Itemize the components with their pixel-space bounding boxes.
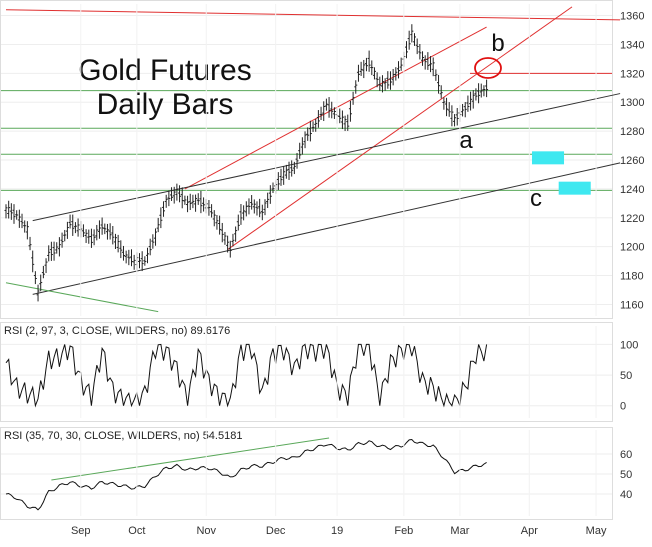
chart-title: Gold Futures — [78, 54, 251, 87]
price-y-tick-label: 1300 — [620, 97, 644, 109]
target-box — [558, 181, 591, 195]
rsi2-line — [5, 343, 488, 408]
rsi2-panel-frame — [0, 322, 613, 422]
rsi2-title: RSI (2, 97, 3, CLOSE, WILDERS, no) 89.61… — [4, 325, 230, 337]
x-tick-label: May — [586, 525, 607, 537]
x-tick-label: Sep — [71, 525, 91, 537]
wave-label-b: b — [491, 30, 504, 57]
price-y-tick-label: 1220 — [620, 213, 644, 225]
rsi35-y-tick-label: 50 — [620, 469, 632, 481]
green-downtrend-line — [5, 282, 159, 313]
wave-label-a: a — [459, 127, 473, 154]
price-y-tick-label: 1160 — [620, 299, 644, 311]
price-y-ticks: 1160 1180 1200 1220 1240 1260 1280 1300 1320 1340… — [620, 11, 644, 312]
price-y-tick-label: 1280 — [620, 126, 644, 138]
x-axis-ticks: Sep Oct Nov Dec 19 Feb Mar Apr May — [71, 4, 607, 537]
target-box — [531, 151, 565, 165]
rsi35-series-line — [5, 438, 487, 511]
rsi2-y-tick-label: 100 — [620, 339, 638, 351]
black-channel-lower — [32, 162, 621, 295]
x-tick-label: Apr — [521, 525, 538, 537]
red-channel-lower — [227, 6, 573, 250]
rsi35-line — [5, 438, 487, 511]
price-y-tick-label: 1240 — [620, 184, 644, 196]
rsi2-y-ticks: 0 50 100 — [620, 339, 638, 412]
rsi35-y-tick-label: 60 — [620, 449, 632, 461]
price-y-tick-label: 1360 — [620, 11, 644, 23]
red-channel-upper — [184, 26, 487, 190]
x-tick-label: Feb — [394, 525, 413, 537]
x-tick-label: 19 — [331, 525, 343, 537]
price-y-tick-label: 1320 — [620, 68, 644, 80]
rsi2-y-tick-label: 0 — [620, 401, 626, 413]
x-tick-label: Oct — [128, 525, 145, 537]
price-channels — [5, 6, 621, 313]
x-tick-label: Mar — [450, 525, 469, 537]
wave-b-target-circle — [474, 57, 502, 79]
x-tick-label: Nov — [196, 525, 216, 537]
x-tick-label: Dec — [266, 525, 286, 537]
price-levels — [1, 72, 612, 191]
price-y-tick-label: 1200 — [620, 242, 644, 254]
black-channel-upper — [32, 93, 621, 222]
price-bars — [4, 24, 489, 302]
rsi35-green-trendline — [51, 437, 330, 481]
price-boxes — [531, 151, 591, 195]
wave-label-c: c — [530, 185, 542, 212]
rsi35-y-tick-label: 40 — [620, 489, 632, 501]
rsi35-title: RSI (35, 70, 30, CLOSE, WILDERS, no) 54.… — [4, 430, 242, 442]
rsi35-y-ticks: 40 50 60 — [620, 449, 632, 501]
rsi35-trendline — [51, 437, 330, 481]
price-y-tick-label: 1340 — [620, 39, 644, 51]
price-y-tick-label: 1180 — [620, 271, 644, 283]
price-y-tick-label: 1260 — [620, 155, 644, 167]
rsi35-grid — [1, 453, 612, 495]
rsi2-y-tick-label: 50 — [620, 370, 632, 382]
rsi2-grid — [1, 343, 612, 407]
rsi2-series-line — [5, 343, 488, 408]
red-top-trendline — [5, 9, 621, 21]
chart-subtitle: Daily Bars — [97, 88, 234, 121]
